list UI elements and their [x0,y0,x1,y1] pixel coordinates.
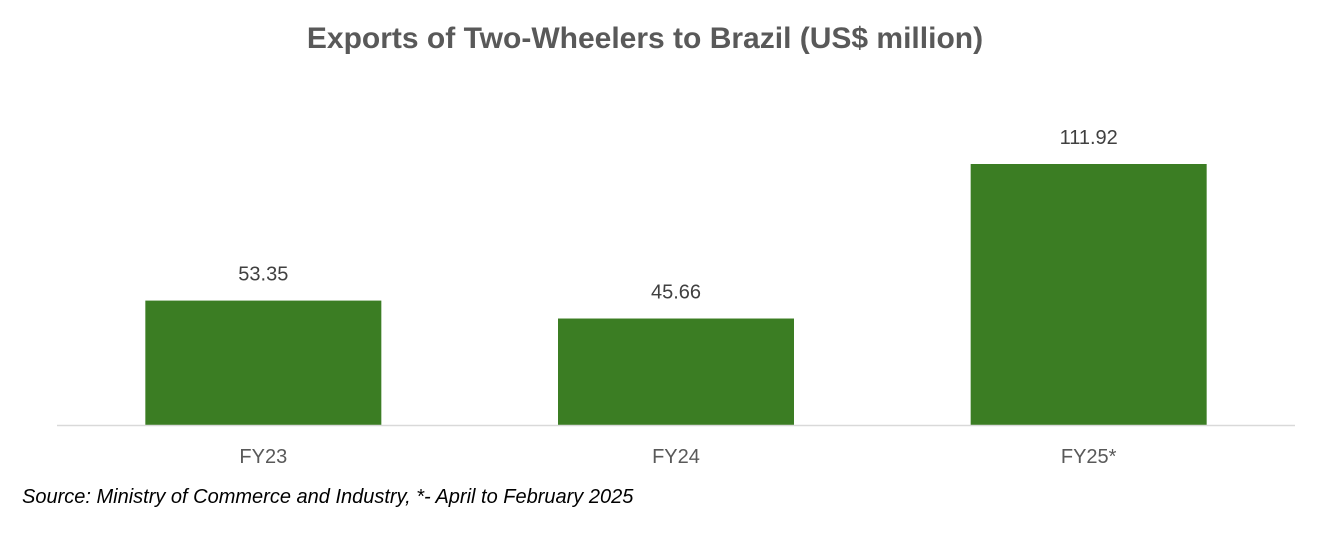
source-note: Source: Ministry of Commerce and Industr… [22,486,634,508]
chart-title: Exports of Two-Wheelers to Brazil (US$ m… [306,22,984,55]
data-label: 53.35 [238,264,288,286]
bar-fy25 [970,164,1207,425]
data-label: 45.66 [651,282,701,304]
bar-fy23 [145,300,382,425]
bar-fy24 [558,318,794,425]
x-tick-label: FY23 [239,446,287,468]
x-tick-label: FY24 [652,446,700,468]
x-tick-label: FY25* [1061,446,1117,468]
data-label: 111.92 [1060,127,1118,149]
